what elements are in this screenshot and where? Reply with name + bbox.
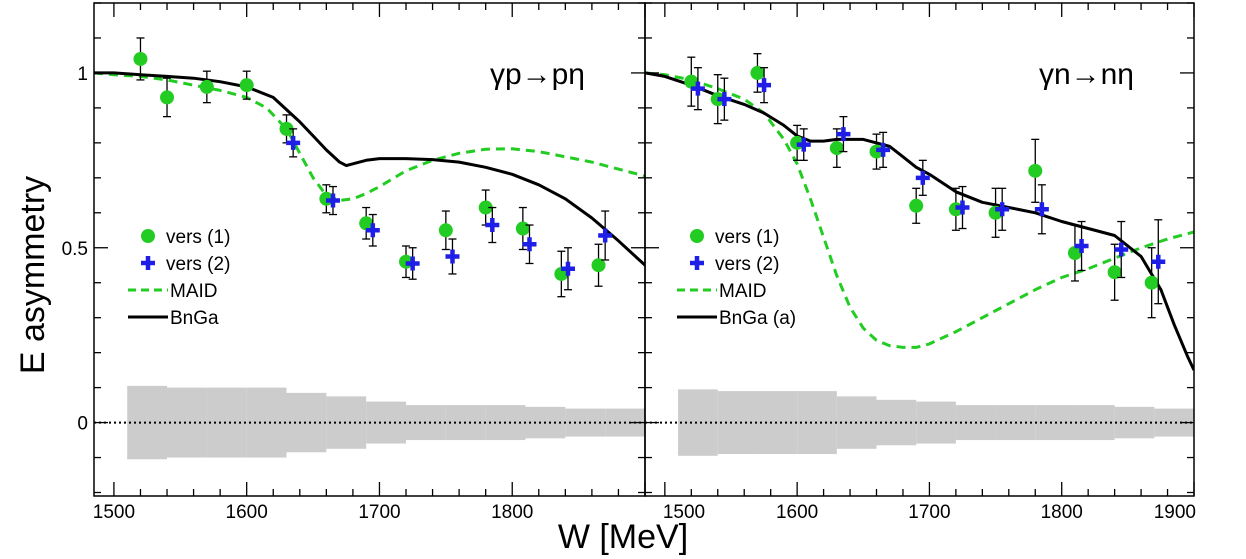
data-point-vers2 xyxy=(1151,254,1166,269)
data-point-vers2 xyxy=(598,228,613,243)
data-point-vers2 xyxy=(522,237,537,252)
legend-marker-vers1 xyxy=(141,229,155,243)
x-tick-label: 1700 xyxy=(358,502,400,523)
data-point-vers2 xyxy=(1074,239,1089,254)
data-point-vers2 xyxy=(325,193,340,208)
x-axis-title: W [MeV] xyxy=(558,518,688,556)
plot-area xyxy=(645,53,1194,456)
bnga-curve xyxy=(94,71,645,267)
data-point-vers1 xyxy=(160,90,175,105)
data-point-vers2 xyxy=(560,261,575,276)
data-point-vers2 xyxy=(1034,202,1049,217)
data-point-vers2 xyxy=(717,92,732,107)
data-point-vers1 xyxy=(829,141,844,156)
plot-frame xyxy=(644,2,1195,497)
plot-area xyxy=(94,37,645,460)
data-point-vers1 xyxy=(1067,245,1082,260)
data-point-vers2 xyxy=(405,256,420,271)
x-tick-label: 1500 xyxy=(663,502,705,523)
panel-label: γp→pη xyxy=(490,58,585,91)
data-point-vers2 xyxy=(485,218,500,233)
data-point-vers2 xyxy=(757,78,772,93)
data-point-vers2 xyxy=(876,142,891,157)
y-tick-label: 1 xyxy=(77,64,88,85)
data-point-vers2 xyxy=(365,223,380,238)
legend-label: vers (1) xyxy=(166,227,230,248)
data-point-vers1 xyxy=(515,221,530,236)
x-tick-label: 1800 xyxy=(1041,502,1083,523)
data-point-vers1 xyxy=(279,121,294,136)
legend-marker-vers2 xyxy=(690,256,704,270)
panel-label: γn→nη xyxy=(1039,58,1134,91)
data-point-vers1 xyxy=(684,74,699,89)
data-point-vers2 xyxy=(1114,242,1129,257)
legend: vers (1) vers (2) MAID BnGa xyxy=(128,227,230,329)
data-point-vers1 xyxy=(239,78,254,93)
data-point-vers1 xyxy=(1144,275,1159,290)
x-tick-label: 1900 xyxy=(1154,502,1196,523)
legend-label: BnGa (a) xyxy=(719,308,796,329)
data-point-vers1 xyxy=(133,51,148,66)
systematic-band-bin xyxy=(127,385,168,460)
panel-gamma-n: 1500 1600 1700 1800 1900 γn→nη vers (1) vers (2… xyxy=(644,2,1196,523)
data-point-vers1 xyxy=(909,198,924,213)
data-point-vers2 xyxy=(286,135,301,150)
x-tick-label: 1600 xyxy=(776,502,818,523)
legend: vers (1) vers (2) MAID BnGa (a) xyxy=(677,227,796,329)
data-point-vers2 xyxy=(796,137,811,152)
data-point-vers1 xyxy=(478,200,493,215)
x-tick-label: 1500 xyxy=(93,502,135,523)
data-point-vers2 xyxy=(995,202,1010,217)
y-axis-title: E asymmetry xyxy=(14,176,52,374)
y-tick-label: 0.5 xyxy=(62,239,88,260)
data-point-vers1 xyxy=(438,223,453,238)
legend-label: vers (2) xyxy=(166,254,230,275)
data-point-vers1 xyxy=(199,79,214,94)
bnga-curve xyxy=(645,71,1194,371)
data-point-vers1 xyxy=(1107,265,1122,280)
data-point-vers2 xyxy=(690,81,705,96)
legend-label: vers (1) xyxy=(715,227,779,248)
data-point-vers1 xyxy=(359,216,374,231)
data-point-vers2 xyxy=(445,249,460,264)
legend-label: MAID xyxy=(170,281,218,302)
legend-label: vers (2) xyxy=(715,254,779,275)
legend-label: MAID xyxy=(719,281,767,302)
maid-curve xyxy=(94,71,645,202)
data-point-vers1 xyxy=(750,65,765,80)
x-tick-label: 1700 xyxy=(908,502,950,523)
data-point-vers2 xyxy=(955,200,970,215)
x-tick-label: 1600 xyxy=(226,502,268,523)
x-tick-label: 1800 xyxy=(491,502,533,523)
legend-label: BnGa xyxy=(170,308,219,329)
data-point-vers1 xyxy=(591,258,606,273)
data-point-vers2 xyxy=(915,170,930,185)
data-point-vers2 xyxy=(836,127,851,142)
legend-marker-vers2 xyxy=(141,256,155,270)
legend-marker-vers1 xyxy=(690,229,704,243)
data-point-vers1 xyxy=(1028,163,1043,178)
y-tick-label: 0 xyxy=(77,414,88,435)
